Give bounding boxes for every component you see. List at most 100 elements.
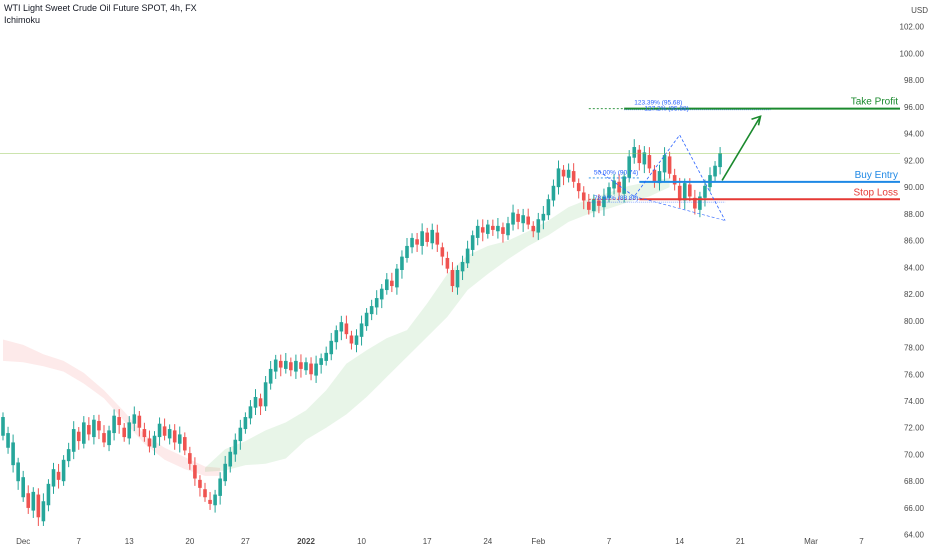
fib-label: 50.00% (90.74): [594, 169, 638, 176]
indicator-label[interactable]: Ichimoku: [4, 15, 41, 25]
candle: [324, 346, 328, 366]
candle-body: [349, 335, 354, 344]
candle-body: [455, 270, 460, 288]
candle-body: [66, 449, 71, 462]
stop-loss-label: Stop Loss: [854, 187, 898, 198]
candle-body: [253, 396, 258, 408]
candle: [475, 219, 480, 246]
candle: [622, 171, 626, 203]
candle: [87, 417, 91, 441]
candle: [501, 222, 505, 243]
candle-body: [1, 417, 5, 436]
candle-body: [480, 227, 485, 233]
y-tick-label: 76.00: [904, 370, 925, 379]
y-tick-label: 78.00: [904, 344, 925, 353]
candle-body: [61, 459, 66, 482]
candle: [228, 447, 233, 473]
candle: [359, 315, 364, 346]
candle-body: [581, 192, 586, 201]
candle-body: [339, 322, 344, 332]
candle-body: [475, 225, 480, 238]
candle: [546, 194, 551, 220]
candle: [314, 355, 318, 383]
candle-body: [172, 430, 177, 443]
y-tick-label: 72.00: [904, 424, 925, 433]
candle: [243, 412, 248, 434]
candle: [11, 434, 15, 473]
candle-body: [147, 438, 152, 447]
x-tick-label: 27: [241, 537, 250, 546]
candle-body: [228, 451, 233, 467]
candle: [299, 354, 303, 378]
candle-body: [92, 419, 96, 438]
candle-body: [642, 152, 647, 165]
candle: [41, 493, 46, 526]
candle-body: [46, 483, 51, 506]
candle-body: [97, 421, 101, 431]
candle-body: [218, 478, 222, 496]
candle-body: [112, 415, 116, 434]
candle-body: [405, 245, 409, 258]
currency-label: USD: [911, 6, 928, 15]
candle-body: [56, 471, 61, 480]
projection-arrowhead: [751, 115, 762, 126]
candle-body: [208, 499, 212, 504]
candle-body: [203, 489, 207, 498]
candle: [344, 315, 349, 339]
candle: [71, 421, 76, 460]
candle-body: [587, 201, 591, 210]
candle: [682, 178, 687, 210]
fib-label: 123.39% (95.68): [634, 99, 682, 106]
candle: [480, 219, 485, 242]
candle-body: [693, 197, 697, 209]
candle: [349, 330, 354, 350]
candle-body: [319, 358, 323, 365]
candle: [698, 191, 702, 218]
candle: [193, 457, 197, 486]
axes: USD64.0066.0068.0070.0072.0074.0076.0078…: [16, 0, 932, 550]
candle-body: [334, 330, 339, 343]
candle: [551, 179, 556, 207]
candle-body: [576, 183, 581, 192]
candle-body: [137, 415, 142, 428]
candle-body: [162, 426, 167, 436]
candle: [703, 179, 707, 207]
candle: [708, 167, 712, 192]
y-tick-label: 82.00: [904, 290, 925, 299]
take-profit-label: Take Profit: [851, 97, 898, 108]
candle: [576, 178, 581, 199]
candle: [445, 251, 450, 274]
candle: [556, 160, 561, 195]
candle: [526, 208, 530, 230]
x-tick-label: Mar: [804, 537, 818, 546]
candle: [415, 232, 419, 252]
candle: [354, 329, 359, 353]
candle: [597, 194, 601, 214]
candle: [465, 240, 470, 268]
trade-annotations: Take Profit95.87Buy Entry90.39Stop Loss8…: [0, 97, 931, 221]
candle: [470, 230, 475, 256]
chart-title: WTI Light Sweet Crude Oil Future SPOT, 4…: [4, 3, 197, 13]
candle: [531, 221, 536, 238]
candle-body: [21, 477, 25, 498]
y-tick-label: 90.00: [904, 183, 925, 192]
candle: [304, 357, 308, 375]
candle-body: [491, 225, 495, 230]
candle-body: [526, 216, 530, 225]
candle-body: [82, 422, 86, 444]
x-tick-label: Feb: [531, 537, 545, 546]
candle-body: [364, 312, 369, 327]
candle-body: [183, 437, 187, 451]
candle: [36, 488, 41, 526]
candle: [521, 208, 525, 232]
candle-body: [556, 168, 561, 188]
candle: [642, 146, 647, 174]
candle-body: [501, 227, 505, 234]
candle: [21, 470, 25, 502]
candle: [425, 227, 429, 247]
candle-body: [440, 247, 445, 257]
candle: [162, 418, 167, 441]
candle-body: [652, 169, 657, 182]
candle-body: [612, 180, 616, 189]
